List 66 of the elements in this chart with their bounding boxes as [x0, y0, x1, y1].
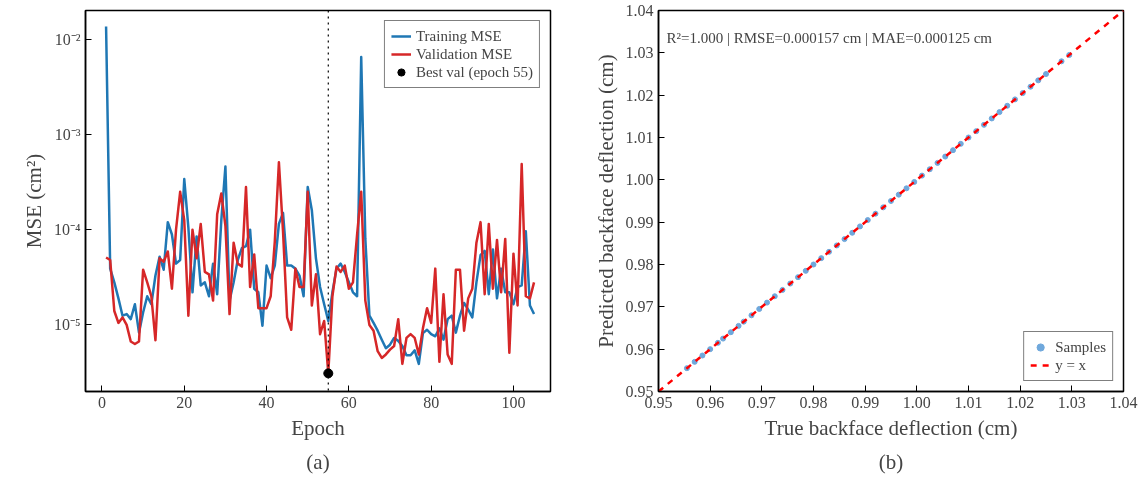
point — [727, 329, 734, 336]
point — [735, 322, 742, 329]
point — [748, 312, 755, 319]
point — [988, 115, 995, 122]
x-tick-label: 1.00 — [902, 393, 931, 411]
x-tick-label: 20 — [176, 393, 193, 411]
point — [699, 352, 706, 359]
annotation: R²=1.000 | RMSE=0.000157 cm | MAE=0.000125 cm — [666, 29, 993, 46]
x-tick-label: 0 — [97, 393, 106, 411]
x-tick-label: 100 — [501, 393, 526, 411]
x-tick-label: 40 — [258, 393, 275, 411]
y-axis-title: Predicted backface deflection (cm) — [593, 54, 618, 348]
y-tick-label: 10⁻⁵ — [53, 316, 81, 334]
x-tick-label: 0.98 — [799, 393, 828, 411]
point — [849, 229, 856, 236]
point — [950, 147, 956, 154]
x-tick-label: 80 — [423, 393, 440, 411]
point — [911, 178, 918, 185]
y-tick-label: 0.99 — [625, 213, 654, 231]
point — [818, 255, 825, 262]
point — [720, 335, 727, 342]
point — [810, 261, 817, 268]
x-tick-label: 0.99 — [851, 393, 880, 411]
point — [802, 267, 809, 274]
y-tick-label: 1.00 — [625, 171, 654, 189]
point — [996, 109, 1003, 116]
point — [1043, 71, 1049, 77]
legend-label: Best val (epoch 55) — [415, 63, 533, 81]
y-tick-label: 0.98 — [625, 256, 654, 273]
point — [895, 191, 902, 198]
y-tick-label: 0.97 — [625, 298, 654, 316]
point — [957, 140, 964, 147]
y-tick-label: 10⁻² — [54, 30, 81, 48]
text: (a) — [306, 449, 330, 474]
point — [691, 358, 698, 365]
point — [1035, 77, 1042, 84]
point — [1004, 102, 1011, 109]
point — [756, 305, 763, 312]
y-tick-label: 1.02 — [625, 86, 654, 104]
x-tick-label: 0.96 — [696, 393, 725, 411]
y-tick-label: 1.04 — [625, 2, 654, 19]
legend-label: y = x — [1055, 356, 1087, 374]
y-axis-title: MSE (cm²) — [21, 153, 46, 249]
x-tick-label: 1.03 — [1057, 393, 1086, 411]
point — [764, 299, 770, 306]
point — [857, 223, 863, 230]
x-tick-label: 1.02 — [1006, 393, 1035, 411]
x-axis-title: Epoch — [291, 415, 346, 440]
y-tick-label: 10⁻³ — [54, 125, 81, 143]
x-tick-label: 0.97 — [747, 393, 776, 411]
y-tick-label: 10⁻⁴ — [53, 221, 81, 239]
point — [903, 185, 910, 192]
text: (b) — [878, 449, 904, 474]
x-tick-label: 1.01 — [954, 393, 983, 411]
point — [707, 346, 714, 353]
legend-label: Samples — [1055, 338, 1106, 356]
x-tick-label: 1.04 — [1109, 393, 1138, 411]
point — [942, 153, 949, 160]
y-tick-label: 1.03 — [625, 44, 654, 62]
x-tick-label: 60 — [340, 393, 357, 411]
legend-label: Validation MSE — [415, 45, 513, 63]
legend-label: Training MSE — [415, 27, 502, 45]
y-tick-label: 0.96 — [625, 340, 654, 358]
x-axis-title: True backface deflection (cm) — [764, 415, 1018, 440]
y-tick-label: 1.01 — [625, 129, 654, 146]
point — [864, 217, 871, 224]
